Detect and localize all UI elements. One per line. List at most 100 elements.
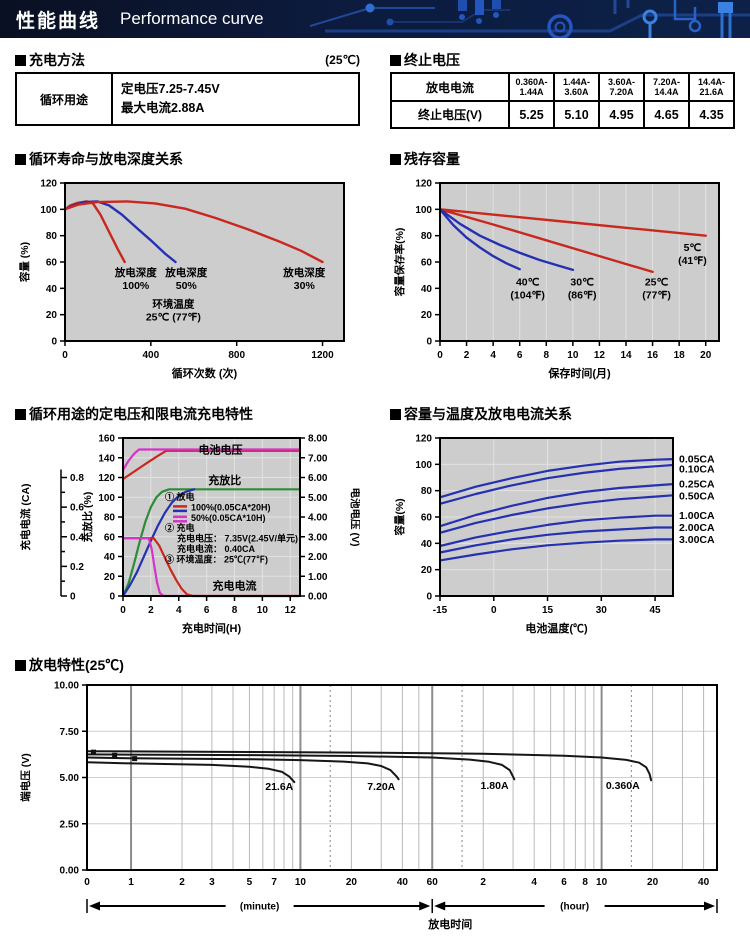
annotation: 25℃ — [645, 276, 669, 288]
annotation: 30% — [294, 280, 316, 292]
section-title: 放电特性(25℃) — [29, 657, 124, 673]
charge-characteristic-heading: 循环用途的定电压和限电流充电特性 — [15, 404, 360, 424]
arrow-head — [434, 901, 446, 911]
x-tick-label: 60 — [427, 877, 439, 888]
x-tick-label: -15 — [433, 605, 448, 616]
series-voltage-50 — [121, 448, 300, 472]
ca-tick-label: 0.2 — [70, 562, 84, 573]
series-0.50CA — [438, 494, 675, 534]
annotation: 充电电流 — [212, 579, 256, 593]
legend-item: ③ 环境温度： 25℃(77℉) — [165, 553, 268, 564]
x-tick-label: 4 — [490, 350, 496, 361]
arrow-head — [704, 901, 715, 911]
series-label: 1.80A — [481, 780, 509, 792]
y-tick-label: 5.00 — [60, 773, 80, 784]
section-title: 循环用途的定电压和限电流充电特性 — [29, 406, 253, 422]
section-marker-icon — [390, 408, 401, 420]
legend-item: 100%(0.05CA*20H) — [191, 502, 271, 512]
x-tick-label: 0 — [491, 605, 497, 616]
x-tick-label: 16 — [647, 350, 659, 361]
series-label: 7.20A — [367, 781, 395, 793]
legend-item: 充电电压： 7.35V(2.45V/单元) — [177, 533, 298, 544]
x-tick-label: 8 — [544, 350, 550, 361]
y-tick-label: 20 — [421, 565, 433, 576]
curve-start-marker — [90, 749, 96, 755]
x-tick-label: 400 — [143, 350, 160, 361]
spec-label: 定电压 — [121, 82, 159, 96]
annotation: (86℉) — [568, 289, 597, 301]
section-marker-icon — [390, 153, 401, 165]
annotation: 充放比 — [208, 473, 241, 487]
y-tick-label: 120 — [415, 179, 432, 190]
spec-value: 2.88A — [171, 101, 205, 115]
x-tick-label: 6 — [517, 350, 523, 361]
chart-wrap: 0 20 40 60 80 100 120 -15 0 15 30 45 容量(%) 电池温度(℃) 0.0… — [390, 426, 735, 643]
annotation: (104℉) — [510, 289, 545, 301]
y-tick-label: 100 — [415, 460, 432, 471]
series-label: 3.00CA — [679, 534, 715, 546]
x-tick-label: 1 — [128, 877, 134, 888]
header: 性能曲线 Performance curve — [0, 0, 750, 38]
x-axis-title: 保存时间(月) — [547, 366, 611, 380]
y-tick-label: 100 — [40, 205, 57, 216]
y-tick-label: 120 — [98, 473, 115, 484]
annotation: 电池电压 — [199, 442, 243, 456]
plot-area — [440, 183, 719, 341]
y-tick-label: 0.00 — [60, 866, 80, 877]
y-tick-label: 120 — [40, 179, 57, 190]
right-tick-label: 7.00 — [308, 453, 328, 464]
series-0.10CA — [438, 463, 675, 505]
discharge-curve-1.80A — [86, 753, 516, 781]
charge-spec-cell: 定电压7.25-7.45V 最大电流2.88A — [111, 72, 360, 126]
x-tick-label: 800 — [228, 350, 245, 361]
final-voltage-heading: 终止电压 — [390, 50, 735, 70]
y-tick-label: 60 — [46, 258, 58, 269]
current-range-cell: 14.4A- 21.6A — [688, 72, 735, 102]
series-label: 0.05CA — [679, 454, 715, 466]
discharge-curve-21.6A — [86, 761, 296, 784]
cycle-life-section: 循环寿命与放电深度关系 0 20 40 60 80 100 120 0 400 800 1200 容量… — [15, 149, 360, 388]
charts-row-2: 循环用途的定电压和限电流充电特性 0 20 40 60 80 100 120 140 160 0 2… — [15, 404, 735, 643]
series-label: 0.360A — [606, 780, 640, 792]
annotation: 放电深度 — [164, 266, 207, 279]
series-label: 21.6A — [265, 781, 293, 793]
chart-wrap: 0 20 40 60 80 100 120 140 160 0 2 4 6 8 10 12 充放比 (%) 充电时… — [15, 426, 362, 643]
y-tick-label: 100 — [98, 493, 115, 504]
charts-row-1: 循环寿命与放电深度关系 0 20 40 60 80 100 120 0 400 800 1200 容量… — [15, 149, 735, 388]
charge-characteristic-section: 循环用途的定电压和限电流充电特性 0 20 40 60 80 100 120 140 160 0 2… — [15, 404, 362, 643]
final-voltage-section: 终止电压 放电电流 0.360A- 1.44A 1.44A- 3.60A 3.60A- 7… — [390, 50, 735, 129]
y-tick-label: 60 — [104, 532, 116, 543]
x-tick-label: 10 — [567, 350, 579, 361]
x-tick-label: 12 — [594, 350, 606, 361]
usage-type-cell: 循环用途 — [15, 72, 113, 126]
x-tick-label: 18 — [674, 350, 686, 361]
y-tick-label: 20 — [46, 310, 58, 321]
discharge-curve-7.20A — [86, 756, 400, 781]
page-title-en: Performance curve — [120, 9, 264, 28]
x-tick-label: 8 — [232, 605, 238, 616]
charge-current-line: 最大电流2.88A — [121, 99, 350, 118]
ca-tick-label: 0.8 — [70, 473, 84, 484]
right-tick-label: 8.00 — [308, 434, 328, 445]
final-voltage-table: 放电电流 0.360A- 1.44A 1.44A- 3.60A 3.60A- 7.20A 7… — [390, 72, 735, 129]
x-tick-label: 40 — [698, 877, 710, 888]
y-tick-label: 40 — [104, 552, 116, 563]
x-tick-label: 40 — [397, 877, 409, 888]
section-marker-icon — [15, 153, 26, 165]
content: 充电方法 (25℃) 循环用途 定电压7.25-7.45V 最大电流2.88A — [0, 38, 750, 940]
section-title: 容量与温度及放电电流关系 — [404, 406, 572, 422]
annotation: 50% — [176, 280, 198, 292]
x-tick-label: 1200 — [311, 350, 334, 361]
section-marker-icon — [15, 408, 26, 420]
x-tick-label: 10 — [257, 605, 269, 616]
series-ratio-100 — [121, 488, 196, 598]
series-3.00CA — [438, 538, 675, 562]
y-axis-title: 容量保存率(%) — [393, 228, 406, 298]
right-tick-label: 4.00 — [308, 513, 328, 524]
series-label: 2.00CA — [679, 522, 715, 534]
ca-tick-label: 0 — [70, 592, 76, 603]
minute-unit-label: (minute) — [240, 902, 279, 913]
x-tick-label: 10 — [596, 877, 608, 888]
charge-voltage-line: 定电压7.25-7.45V — [121, 80, 350, 99]
storage-capacity-section: 残存容量 0 20 40 60 80 100 120 0 2 4 6 8 10 12 14 16 18 20 容量保… — [390, 149, 735, 388]
